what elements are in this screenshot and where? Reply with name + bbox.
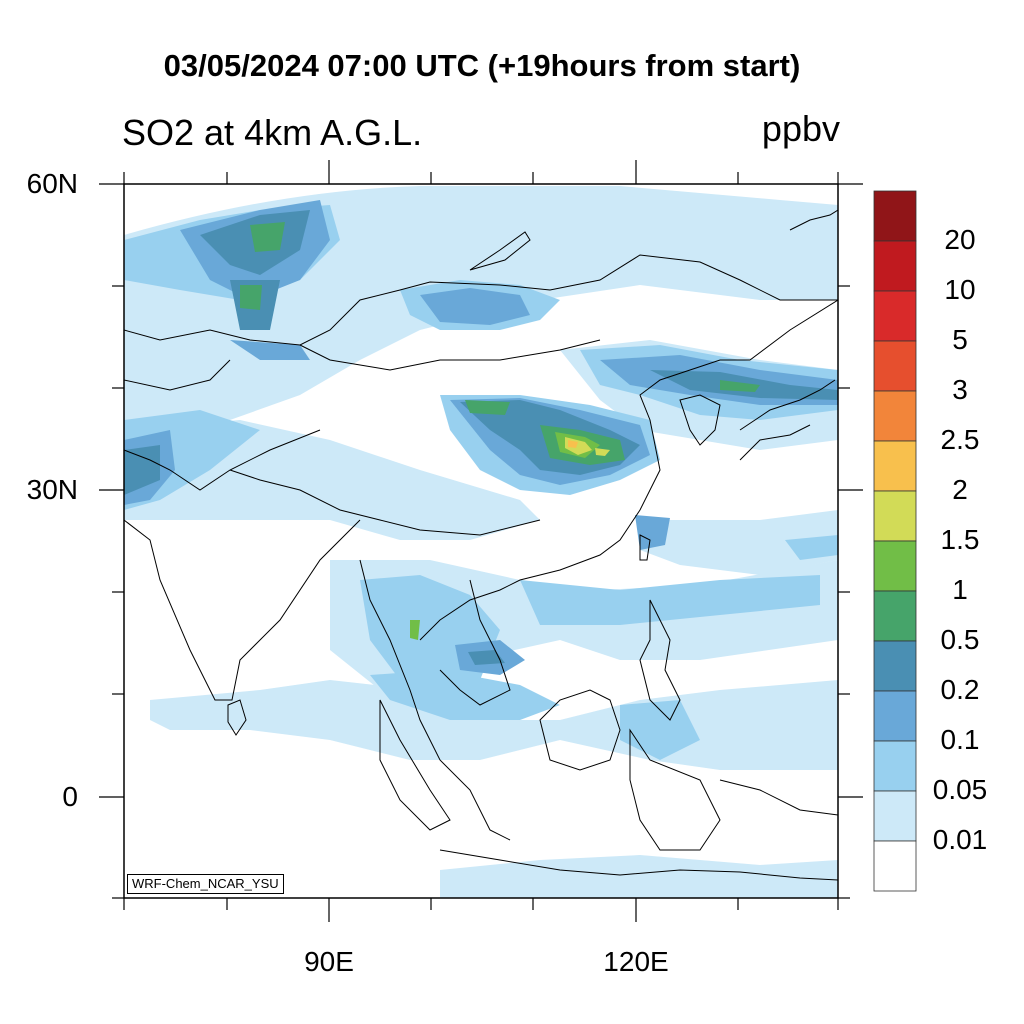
colorbar-label: 2: [952, 474, 968, 505]
colorbar-swatch: [873, 240, 917, 292]
colorbar-swatch: [873, 790, 917, 842]
colorbar-swatch: [873, 840, 917, 892]
lat-label-0: 0: [62, 781, 78, 812]
colorbar-label: 10: [944, 274, 976, 305]
lat-label-30n: 30N: [26, 474, 78, 505]
variable-subtitle: SO2 at 4km A.G.L.: [122, 112, 423, 153]
colorbar-swatch: [873, 490, 917, 542]
map-frame: [99, 160, 863, 922]
model-credit: WRF-Chem_NCAR_YSU: [127, 874, 284, 894]
lon-label-90e: 90E: [304, 946, 354, 977]
colorbar-swatch: [873, 440, 917, 492]
colorbar-label: 0.5: [940, 624, 980, 655]
units-label: ppbv: [761, 108, 840, 149]
colorbar-label: 3: [952, 374, 968, 405]
colorbar-label: 0.01: [932, 824, 988, 855]
colorbar-swatch: [873, 290, 917, 342]
colorbar-label: 0.1: [940, 724, 980, 755]
colorbar-label: 20: [944, 224, 976, 255]
colorbar-swatch: [873, 540, 917, 592]
colorbar-label: 1.5: [940, 524, 980, 555]
colorbar-label: 2.5: [940, 424, 980, 455]
colorbar-label: 0.05: [932, 774, 988, 805]
lon-label-120e: 120E: [603, 946, 669, 977]
colorbar-label: 5: [952, 324, 968, 355]
colorbar-swatch: [873, 690, 917, 742]
colorbar-label: 1: [952, 574, 968, 605]
colorbar-swatch: [873, 190, 917, 242]
colorbar-swatch: [873, 740, 917, 792]
colorbar-swatch: [873, 340, 917, 392]
colorbar-swatch: [873, 390, 917, 442]
map-title: 03/05/2024 07:00 UTC (+19hours from star…: [163, 48, 801, 83]
colorbar-swatch: [873, 590, 917, 642]
coastlines: [124, 209, 838, 881]
colorbar-swatch: [873, 640, 917, 692]
lat-label-60n: 60N: [26, 168, 78, 199]
colorbar-label: 0.2: [940, 674, 980, 705]
